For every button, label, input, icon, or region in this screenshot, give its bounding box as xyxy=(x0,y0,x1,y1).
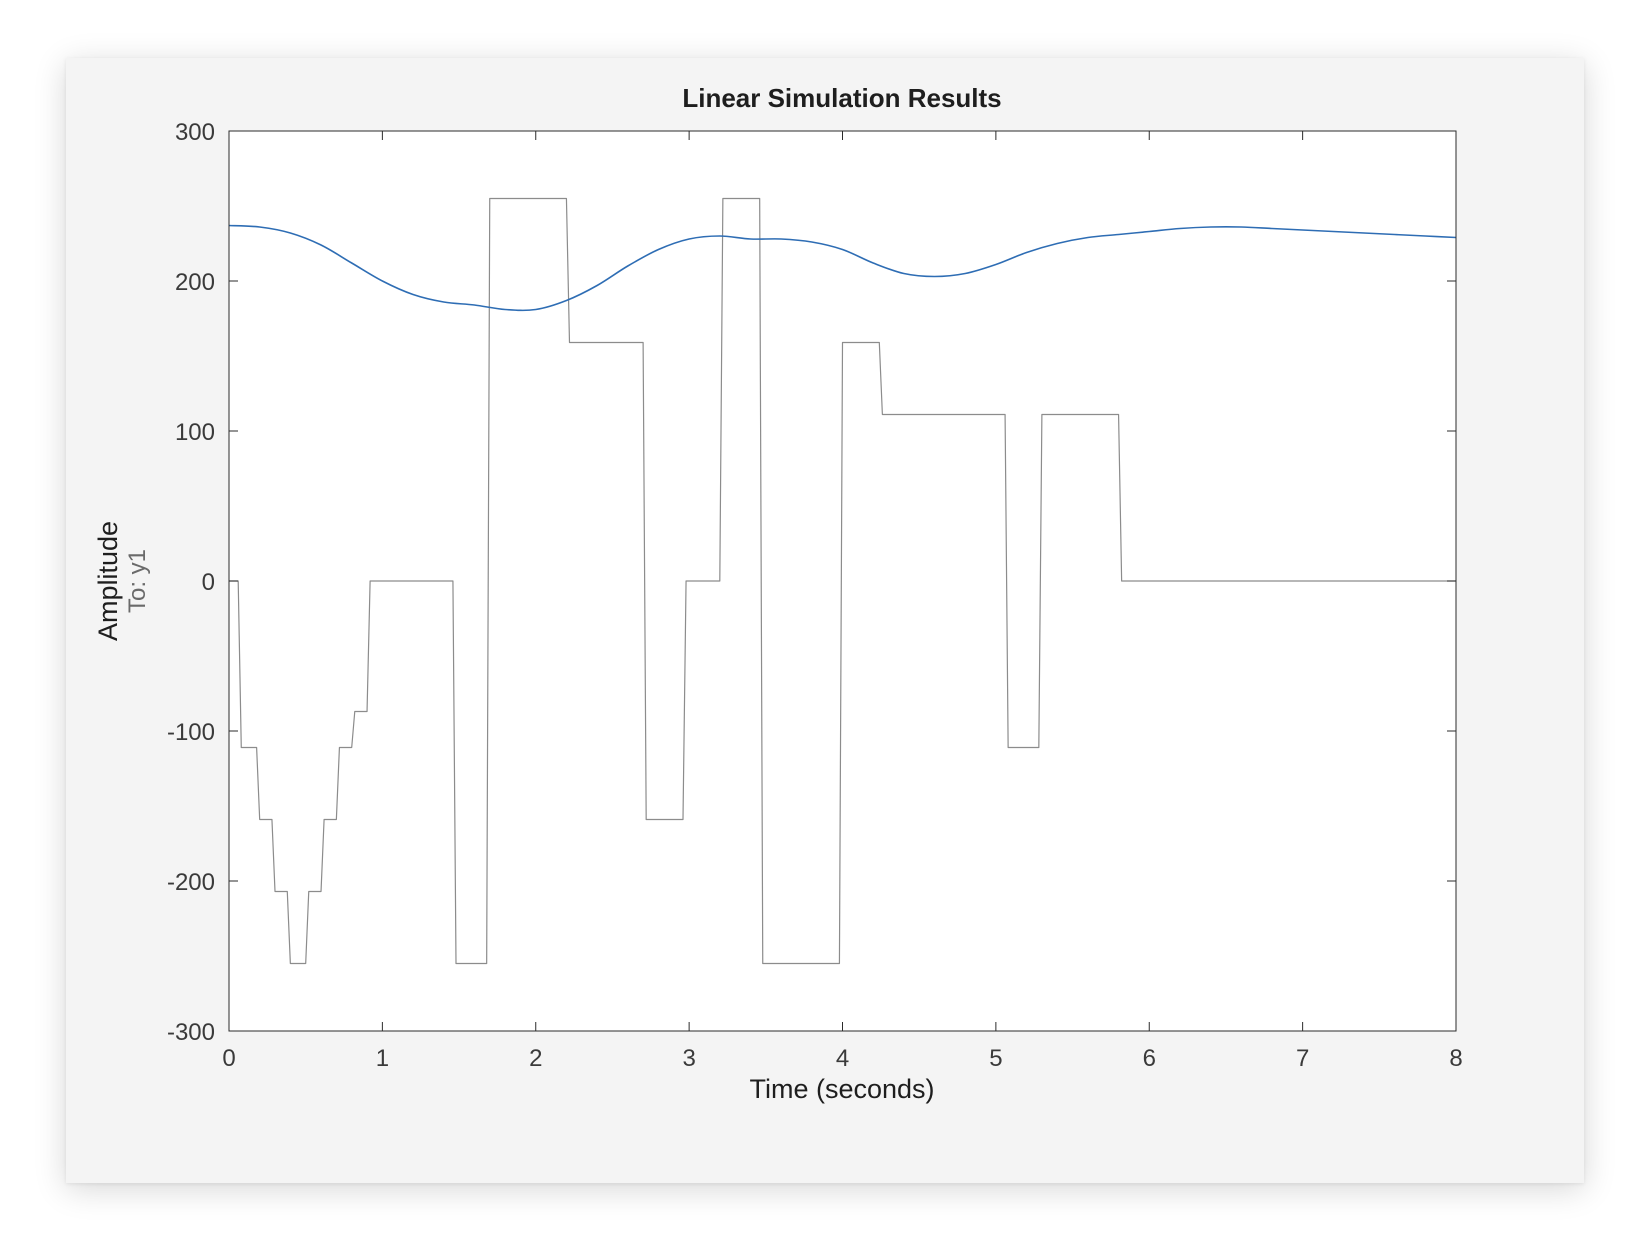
x-tick-label: 3 xyxy=(682,1045,695,1072)
y-tick-label: 0 xyxy=(202,569,215,596)
x-tick-label: 2 xyxy=(529,1045,542,1072)
figure-window: 0 1 2 3 4 5 6 7 8 -300 -200 -100 0 100 200 300 Linear S… xyxy=(66,58,1584,1183)
y-tick-label: -100 xyxy=(167,719,215,746)
y-tick-label: 300 xyxy=(175,119,215,146)
tick-label-layer: 0 1 2 3 4 5 6 7 8 -300 -200 -100 0 100 200 300 xyxy=(167,119,1463,1072)
x-tick-label: 1 xyxy=(376,1045,389,1072)
y-tick-label: 100 xyxy=(175,419,215,446)
x-axis-label: Time (seconds) xyxy=(749,1074,934,1104)
y-tick-label: 200 xyxy=(175,269,215,296)
x-tick-label: 6 xyxy=(1143,1045,1156,1072)
x-tick-label: 8 xyxy=(1449,1045,1462,1072)
input-signal-line xyxy=(229,197,1456,965)
chart-svg: 0 1 2 3 4 5 6 7 8 -300 -200 -100 0 100 200 300 Linear S… xyxy=(93,83,1463,1104)
x-tick-label: 0 xyxy=(222,1045,235,1072)
response-line xyxy=(228,224,1457,312)
x-tick-label: 7 xyxy=(1296,1045,1309,1072)
series-layer xyxy=(228,197,1457,965)
x-tick-label: 4 xyxy=(836,1045,849,1072)
tick-layer xyxy=(228,130,1457,1032)
y-tick-label: -300 xyxy=(167,1019,215,1046)
y-tick-label: -200 xyxy=(167,869,215,896)
chart-title: Linear Simulation Results xyxy=(682,83,1001,113)
y-axis-sublabel: To: y1 xyxy=(124,549,151,613)
y-axis-label: Amplitude xyxy=(93,521,123,641)
x-tick-label: 5 xyxy=(989,1045,1002,1072)
